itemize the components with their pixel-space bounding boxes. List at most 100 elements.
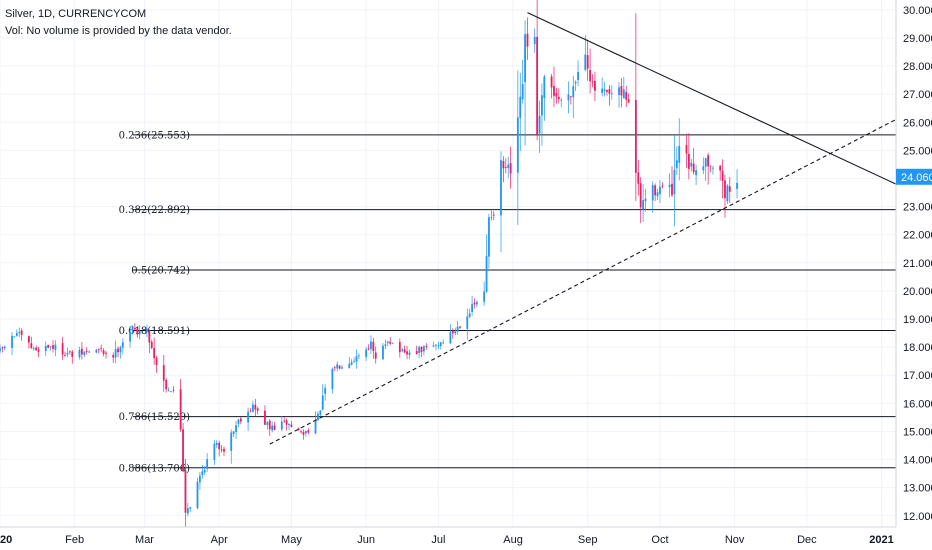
candle-body bbox=[507, 164, 510, 169]
candle-body bbox=[468, 313, 471, 318]
candle bbox=[659, 180, 661, 203]
candle bbox=[449, 324, 452, 345]
candle-body bbox=[256, 408, 259, 411]
candle bbox=[519, 72, 522, 151]
candle bbox=[550, 73, 553, 99]
candle-body bbox=[220, 449, 223, 451]
candle bbox=[66, 347, 69, 357]
candle bbox=[644, 188, 647, 212]
candle-body bbox=[129, 331, 131, 342]
candle-body bbox=[97, 349, 100, 350]
candle bbox=[386, 340, 389, 347]
candle bbox=[11, 331, 13, 356]
candle-body bbox=[591, 81, 594, 83]
candle bbox=[451, 328, 454, 339]
candle bbox=[114, 340, 117, 364]
candle-body bbox=[350, 362, 353, 365]
candle bbox=[673, 135, 676, 227]
candle-body bbox=[372, 341, 375, 352]
candle-body bbox=[610, 93, 613, 95]
candle-body bbox=[184, 470, 187, 513]
candle bbox=[201, 464, 204, 479]
candle-body bbox=[695, 170, 697, 176]
candle-body bbox=[232, 431, 235, 434]
candle bbox=[97, 348, 100, 354]
candle bbox=[13, 336, 16, 338]
candle bbox=[589, 48, 592, 94]
y-tick-label: 16.000 bbox=[903, 398, 932, 410]
candle bbox=[68, 350, 71, 355]
candle-body bbox=[415, 351, 418, 355]
resistance-trendline bbox=[527, 12, 897, 185]
candle bbox=[213, 440, 216, 465]
candle-body bbox=[370, 341, 372, 350]
candle-body bbox=[155, 357, 158, 366]
candle-body bbox=[254, 404, 257, 410]
candle bbox=[516, 70, 519, 226]
y-tick-label: 19.000 bbox=[903, 314, 932, 326]
candle-body bbox=[557, 96, 560, 100]
candle bbox=[47, 344, 50, 349]
candle-body bbox=[78, 349, 81, 358]
candle bbox=[702, 157, 705, 174]
candle-body bbox=[692, 163, 695, 173]
candle-body bbox=[642, 200, 644, 210]
candle-body bbox=[105, 352, 107, 354]
candle bbox=[232, 430, 235, 438]
candle bbox=[182, 423, 184, 472]
candle-body bbox=[264, 410, 266, 425]
candle-body bbox=[100, 348, 103, 350]
candle-body bbox=[572, 86, 575, 98]
candle-body bbox=[425, 345, 428, 347]
y-axis-panel bbox=[896, 0, 932, 550]
candle bbox=[235, 421, 237, 440]
candle bbox=[538, 100, 541, 153]
candle bbox=[170, 391, 172, 393]
candle bbox=[483, 281, 486, 306]
candle-body bbox=[172, 389, 175, 391]
candle-body bbox=[586, 55, 589, 69]
candle-body bbox=[218, 442, 221, 450]
candle-body bbox=[239, 418, 242, 422]
candle bbox=[557, 88, 560, 104]
candle-body bbox=[620, 86, 623, 96]
candle-body bbox=[3, 346, 6, 349]
candle bbox=[651, 181, 654, 213]
candle bbox=[439, 341, 442, 350]
x-tick-label: Sep bbox=[578, 534, 598, 546]
y-tick-label: 18.000 bbox=[903, 342, 932, 354]
candle-body bbox=[509, 163, 512, 174]
x-tick-label: Mar bbox=[135, 534, 154, 546]
candle-body bbox=[550, 76, 553, 88]
candle bbox=[283, 417, 286, 423]
candle-body bbox=[11, 335, 13, 348]
candle-body bbox=[406, 351, 408, 355]
candle-body bbox=[389, 341, 392, 344]
grid-layer bbox=[0, 0, 896, 527]
candle bbox=[268, 419, 271, 436]
candle bbox=[586, 39, 589, 81]
candle bbox=[485, 234, 488, 293]
candle bbox=[218, 440, 221, 457]
candle-body bbox=[235, 425, 237, 432]
candle bbox=[712, 165, 714, 175]
candle-body bbox=[702, 166, 705, 171]
candle bbox=[425, 343, 428, 350]
candle bbox=[418, 345, 420, 358]
candle bbox=[685, 133, 688, 169]
candle-body bbox=[671, 183, 673, 196]
candle-body bbox=[341, 367, 343, 369]
candle bbox=[555, 87, 558, 104]
candle bbox=[155, 355, 158, 373]
candle bbox=[724, 174, 726, 218]
candle-body bbox=[408, 352, 411, 355]
candle bbox=[78, 346, 81, 360]
candle-body bbox=[439, 342, 442, 346]
candle-body bbox=[488, 217, 490, 257]
candle-body bbox=[273, 425, 276, 430]
candle bbox=[420, 346, 423, 358]
candle bbox=[384, 339, 387, 350]
candle-body bbox=[307, 430, 310, 433]
